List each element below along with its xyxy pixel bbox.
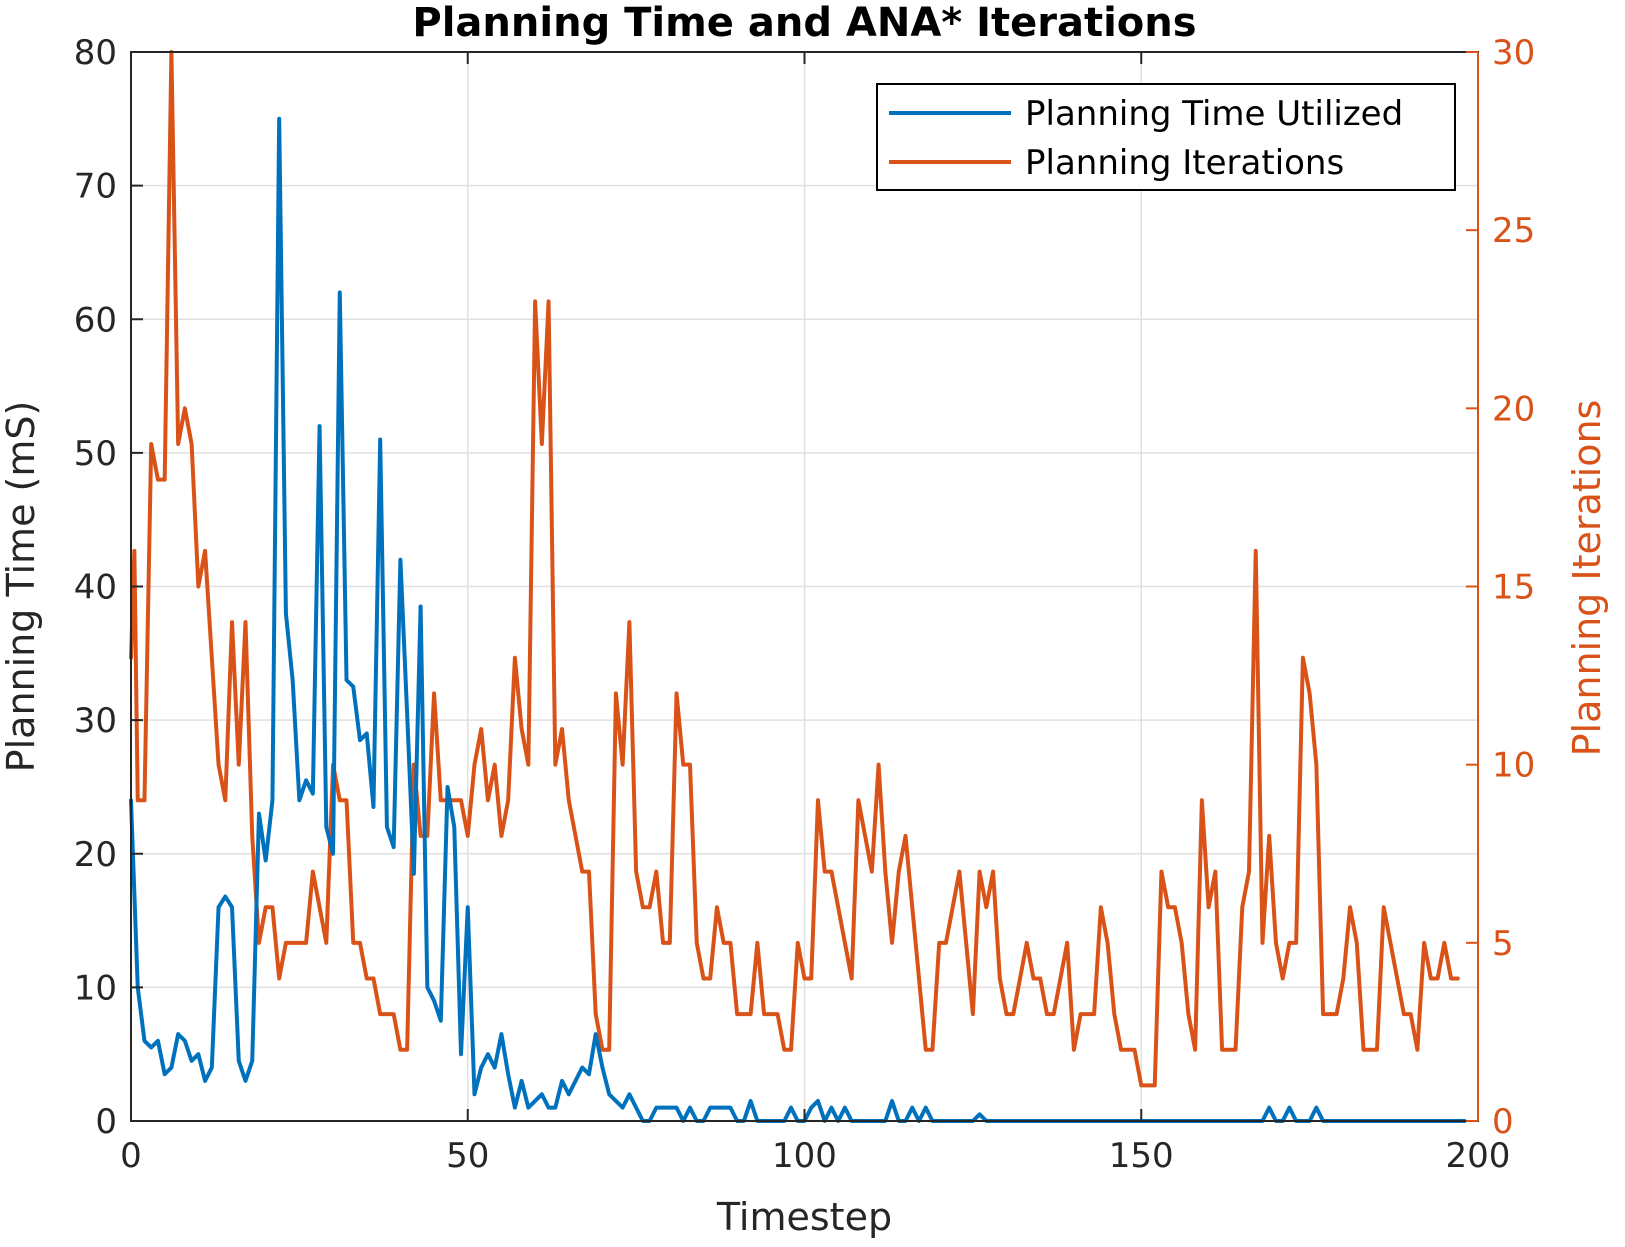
chart-title: Planning Time and ANA* Iterations [412,0,1196,46]
y-axis-right-label: Planning Iterations [1565,400,1609,757]
y-left-tick-label: 80 [74,33,117,73]
x-axis-label: Timestep [716,1195,892,1239]
series-line-planning-iterations [129,50,1460,1088]
y-right-tick-label: 10 [1492,746,1535,786]
x-tick-label: 200 [1446,1136,1511,1176]
y-left-tick-label: 30 [74,701,117,741]
x-tick-label: 0 [120,1136,142,1176]
y-left-tick-label: 40 [74,568,117,608]
legend-entry-planning-iterations: Planning Iterations [1025,143,1344,183]
x-tick-label: 50 [446,1136,489,1176]
legend-box [876,83,1456,191]
axes: 0 50 100 150 2000102030405060708005101520253… [74,33,1536,1176]
y-right-tick-label: 15 [1492,568,1535,608]
x-tick-label: 150 [1109,1136,1174,1176]
y-axis-left-label: Planning Time (mS) [0,401,43,773]
x-tick-label: 100 [772,1136,837,1176]
y-right-tick-label: 0 [1492,1102,1514,1142]
y-right-tick-label: 20 [1492,389,1535,429]
y-left-tick-label: 0 [95,1102,117,1142]
y-left-tick-label: 70 [74,167,117,207]
y-right-tick-label: 25 [1492,211,1535,251]
y-left-tick-label: 50 [74,434,117,474]
y-left-tick-label: 60 [74,300,117,340]
legend-entry-planning-time: Planning Time Utilized [1025,94,1403,134]
y-left-tick-label: 10 [74,968,117,1008]
legend: Planning Time Utilized Planning Iteratio… [876,83,1456,191]
y-right-tick-label: 5 [1492,924,1514,964]
y-left-tick-label: 20 [74,835,117,875]
y-right-tick-label: 30 [1492,33,1535,73]
